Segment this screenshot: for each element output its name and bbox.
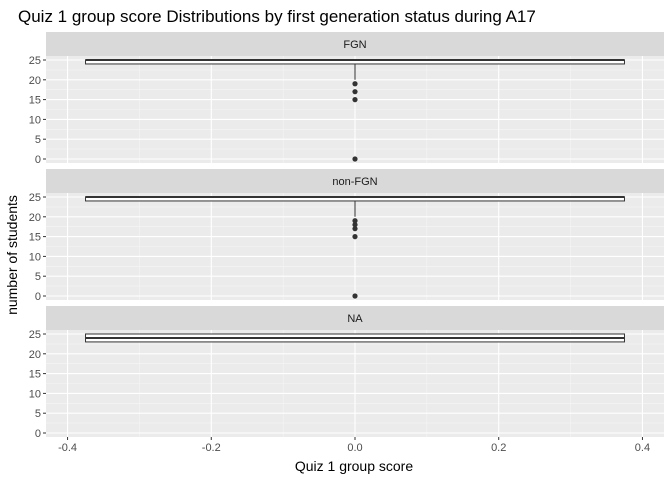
- y-tick-label: 15: [29, 232, 41, 244]
- y-tick-label: 10: [29, 251, 41, 263]
- y-tick-label: 25: [29, 192, 41, 204]
- facet-strip-label: FGN: [343, 39, 366, 51]
- y-tick-label: 5: [35, 271, 41, 283]
- x-axis-title: Quiz 1 group score: [295, 458, 413, 474]
- outlier-point: [352, 97, 358, 103]
- outlier-point: [352, 222, 358, 228]
- x-axis: -0.4 -0.2 0.0 0.2 0.4: [58, 437, 650, 454]
- facet-strip-label: NA: [347, 313, 363, 325]
- y-tick-label: 10: [29, 114, 41, 126]
- outlier-point: [352, 226, 358, 232]
- outlier-point: [352, 89, 358, 95]
- x-tick-label: 0.0: [347, 442, 362, 454]
- y-tick-label: 0: [35, 291, 41, 303]
- y-tick-label: 10: [29, 388, 41, 400]
- facet-strip: [46, 306, 664, 330]
- x-tick-label: 0.2: [491, 442, 506, 454]
- outlier-point: [352, 156, 358, 162]
- y-axis-title: number of students: [4, 195, 20, 315]
- y-tick-label: 20: [29, 349, 41, 361]
- y-tick-label: 15: [29, 369, 41, 381]
- x-tick-label: -0.4: [58, 442, 77, 454]
- y-tick-label: 20: [29, 75, 41, 87]
- facet-panel: NA 0 5 10 15 20 25: [29, 306, 664, 440]
- outlier-point: [352, 234, 358, 240]
- facet-strip: [46, 169, 664, 193]
- facet-strip-label: non-FGN: [332, 176, 377, 188]
- x-tick-label: -0.2: [202, 442, 221, 454]
- y-tick-label: 25: [29, 55, 41, 67]
- facet-panel: non-FGN 0 5 10 15 20 25: [29, 169, 664, 303]
- x-tick-label: 0.4: [635, 442, 650, 454]
- y-tick-label: 5: [35, 408, 41, 420]
- outlier-point: [352, 81, 358, 87]
- y-tick-label: 0: [35, 428, 41, 440]
- y-tick-label: 15: [29, 95, 41, 107]
- y-tick-label: 0: [35, 154, 41, 166]
- outlier-point: [352, 293, 358, 299]
- y-tick-label: 25: [29, 329, 41, 341]
- y-tick-label: 20: [29, 212, 41, 224]
- chart-title: Quiz 1 group score Distributions by firs…: [18, 7, 536, 26]
- y-tick-label: 5: [35, 134, 41, 146]
- outlier-point: [352, 218, 358, 224]
- facet-strip: [46, 32, 664, 56]
- facet-panels: FGN 0 5 10 15 20 25 non-FGN 0 5 10 15 20 25 NA 0 5 10 15 20…: [29, 32, 664, 440]
- facet-panel: FGN 0 5 10 15 20 25: [29, 32, 664, 166]
